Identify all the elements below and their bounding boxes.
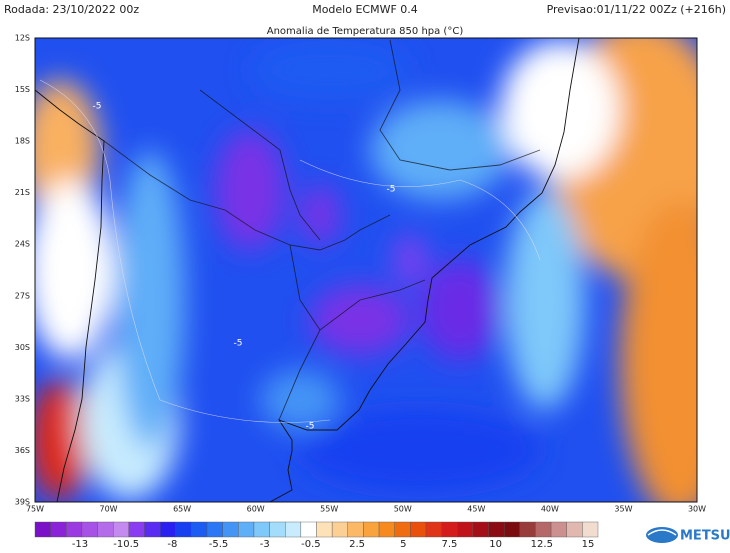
lon-label: 60W (247, 505, 265, 514)
run-label: Rodada: 23/10/2022 00z (4, 3, 139, 16)
map-frame (34, 37, 698, 503)
lon-label: 65W (173, 505, 191, 514)
colorbar-swatch (363, 521, 380, 538)
colorbar-swatch (457, 521, 474, 538)
colorbar-swatch (472, 521, 489, 538)
colorbar-swatch (535, 521, 552, 538)
colorbar-swatch (394, 521, 411, 538)
lon-label: 75W (26, 505, 44, 514)
colorbar-label: 5 (400, 539, 406, 549)
colorbar-swatch (425, 521, 442, 538)
lat-label: 21S (15, 188, 30, 197)
colorbar-swatch (488, 521, 505, 538)
lat-label: 36S (15, 446, 30, 455)
model-label: Modelo ECMWF 0.4 (312, 3, 418, 16)
colorbar-swatch (222, 521, 239, 538)
colorbar-label: -13 (72, 539, 88, 549)
colorbar-label: 7.5 (442, 539, 458, 549)
contour-label: -5 (234, 339, 243, 349)
lon-label: 30W (688, 505, 706, 514)
colorbar-swatch (269, 521, 286, 538)
colorbar-swatch (144, 521, 161, 538)
colorbar-label: -0.5 (301, 539, 321, 549)
colorbar-swatch (441, 521, 458, 538)
colorbar-swatch (331, 521, 348, 538)
lat-label: 12S (15, 34, 30, 43)
colorbar-swatch (206, 521, 223, 538)
colorbar-swatch (316, 521, 333, 538)
lat-label: 39S (15, 498, 30, 507)
colorbar-label: -10.5 (113, 539, 139, 549)
lat-label: 18S (15, 137, 30, 146)
colorbar-swatch (519, 521, 536, 538)
logo: METSUL (646, 527, 730, 544)
colorbar-swatch (159, 521, 176, 538)
colorbar-label: 15 (582, 539, 595, 549)
map-title: Anomalia de Temperatura 850 hpa (°C) (267, 26, 464, 37)
lat-label: 27S (15, 291, 30, 300)
colorbar-label: -5.5 (209, 539, 229, 549)
logo-text: METSUL (680, 529, 730, 544)
lat-label: 15S (15, 85, 30, 94)
colorbar-swatch (410, 521, 427, 538)
lon-label: 45W (467, 505, 485, 514)
lon-label: 50W (394, 505, 412, 514)
contour-label: -5 (387, 185, 396, 195)
colorbar-swatch (566, 521, 583, 538)
lat-label: 24S (15, 240, 30, 249)
colorbar-label: -3 (260, 539, 270, 549)
lat-label: 30S (15, 343, 30, 352)
map-field (35, 38, 697, 502)
colorbar-swatch (253, 521, 270, 538)
colorbar-swatch (238, 521, 255, 538)
colorbar-label: 10 (489, 539, 502, 549)
colorbar-swatch (81, 521, 98, 538)
colorbar-swatch (66, 521, 83, 538)
colorbar-swatch (112, 521, 130, 538)
colorbar-swatch (128, 521, 145, 538)
colorbar-swatch (191, 521, 208, 538)
colorbar-swatch (347, 521, 364, 538)
contours (39, 79, 541, 423)
lon-label: 35W (614, 505, 632, 514)
colorbar: -13 -10.5 -8 -5.5 -3 -0.5 2.5 5 7.5 10 12.5 15 (34, 521, 599, 550)
colorbar-swatch (285, 521, 302, 538)
contour-label: -5 (93, 102, 102, 112)
forecast-label: Previsao:01/11/22 00Zz (+216h) (547, 3, 726, 16)
colorbar-swatch (378, 521, 395, 538)
colorbar-swatch (50, 521, 67, 538)
colorbar-label: -8 (167, 539, 177, 549)
colorbar-swatch (34, 521, 51, 538)
contour-label: -5 (306, 422, 315, 432)
lon-label: 40W (541, 505, 559, 514)
lon-label: 55W (320, 505, 338, 514)
colorbar-label: 2.5 (349, 539, 365, 549)
colorbar-swatch (175, 521, 192, 538)
coastlines (35, 38, 580, 502)
colorbar-label: 12.5 (531, 539, 553, 549)
colorbar-swatch (503, 521, 521, 538)
colorbar-swatch (300, 521, 317, 538)
colorbar-swatch (582, 521, 599, 538)
lat-label: 33S (15, 394, 30, 403)
lon-label: 70W (100, 505, 118, 514)
colorbar-swatch (97, 521, 114, 538)
colorbar-swatch (550, 521, 567, 538)
